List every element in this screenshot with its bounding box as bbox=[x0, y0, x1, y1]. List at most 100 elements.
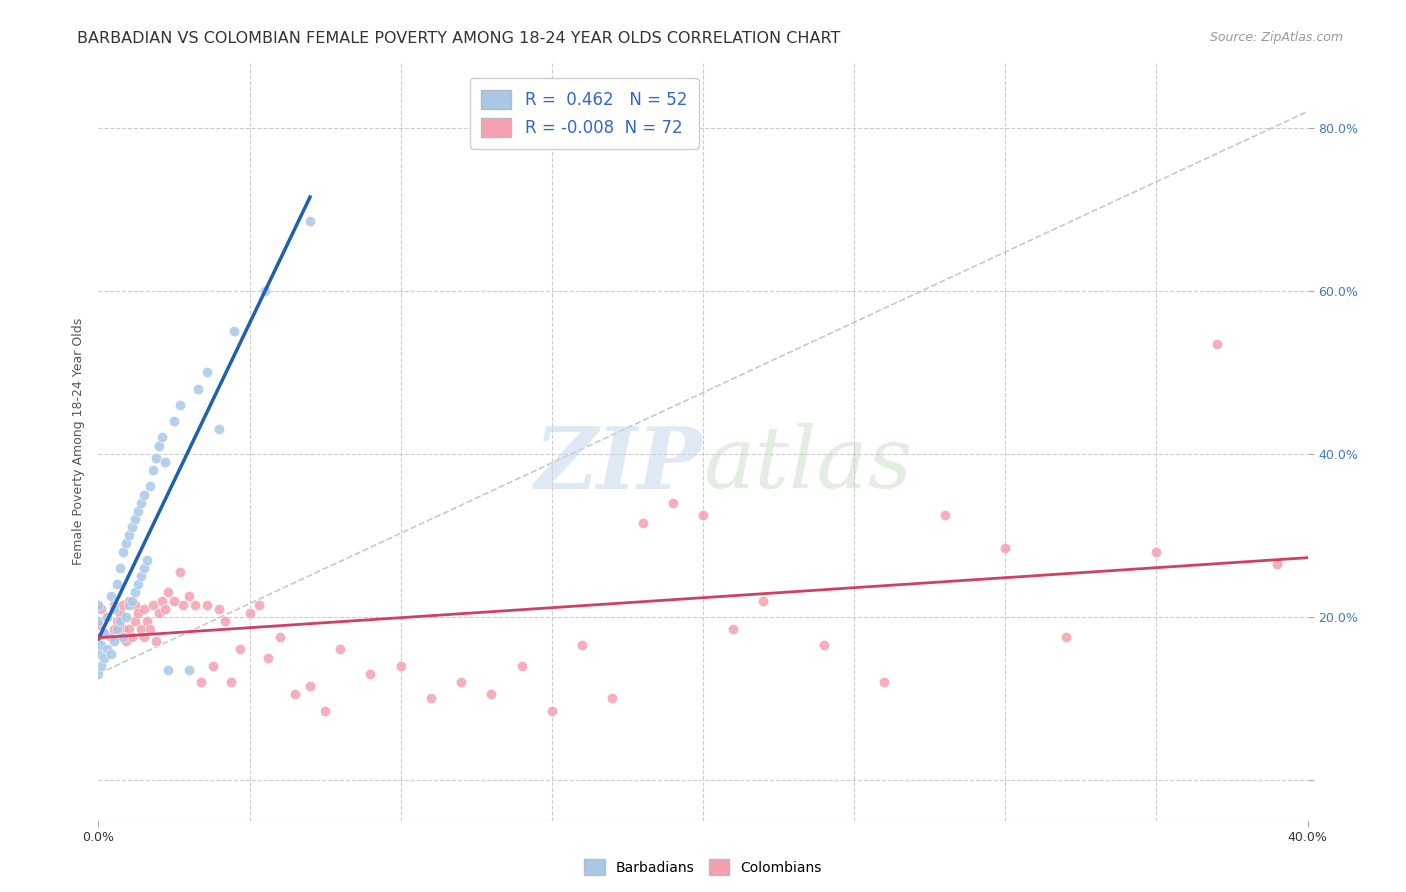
Point bbox=[118, 598, 141, 612]
Point bbox=[253, 284, 276, 298]
Point bbox=[179, 590, 201, 604]
Point bbox=[163, 593, 186, 607]
Point bbox=[87, 598, 110, 612]
Point bbox=[139, 479, 162, 493]
Point bbox=[108, 561, 131, 575]
Point bbox=[269, 630, 291, 644]
Point bbox=[124, 585, 146, 599]
Point bbox=[127, 577, 149, 591]
Point bbox=[299, 679, 322, 693]
Point bbox=[389, 658, 412, 673]
Point bbox=[661, 496, 683, 510]
Point bbox=[156, 663, 179, 677]
Point bbox=[87, 630, 110, 644]
Point bbox=[187, 382, 209, 396]
Point bbox=[145, 450, 167, 465]
Point bbox=[132, 561, 155, 575]
Point bbox=[111, 630, 134, 644]
Point bbox=[135, 614, 157, 628]
Point bbox=[87, 666, 110, 681]
Point bbox=[692, 508, 714, 522]
Text: atlas: atlas bbox=[703, 423, 912, 506]
Point bbox=[420, 691, 443, 706]
Point bbox=[540, 704, 562, 718]
Point bbox=[103, 601, 125, 615]
Point bbox=[121, 593, 143, 607]
Point bbox=[1267, 557, 1289, 571]
Point bbox=[873, 675, 896, 690]
Point bbox=[100, 590, 122, 604]
Point bbox=[118, 622, 141, 636]
Point bbox=[148, 606, 170, 620]
Point bbox=[111, 544, 134, 558]
Point bbox=[121, 630, 143, 644]
Point bbox=[135, 553, 157, 567]
Point bbox=[153, 601, 176, 615]
Text: ZIP: ZIP bbox=[536, 423, 703, 506]
Point bbox=[284, 687, 307, 701]
Point bbox=[156, 585, 179, 599]
Point bbox=[169, 398, 191, 412]
Point bbox=[602, 691, 624, 706]
Point bbox=[114, 610, 136, 624]
Point bbox=[224, 325, 246, 339]
Point bbox=[132, 487, 155, 501]
Point bbox=[139, 622, 162, 636]
Point bbox=[179, 663, 201, 677]
Point bbox=[118, 593, 141, 607]
Point bbox=[93, 650, 115, 665]
Point bbox=[121, 520, 143, 534]
Point bbox=[150, 593, 173, 607]
Point bbox=[934, 508, 956, 522]
Point bbox=[450, 675, 472, 690]
Point bbox=[221, 675, 243, 690]
Point bbox=[1206, 336, 1229, 351]
Point bbox=[1054, 630, 1077, 644]
Point bbox=[142, 463, 165, 477]
Point bbox=[150, 430, 173, 444]
Point bbox=[299, 214, 322, 228]
Point bbox=[132, 601, 155, 615]
Point bbox=[111, 598, 134, 612]
Point bbox=[105, 622, 128, 636]
Point bbox=[481, 687, 503, 701]
Point bbox=[100, 647, 122, 661]
Point bbox=[103, 634, 125, 648]
Text: BARBADIAN VS COLOMBIAN FEMALE POVERTY AMONG 18-24 YEAR OLDS CORRELATION CHART: BARBADIAN VS COLOMBIAN FEMALE POVERTY AM… bbox=[77, 31, 841, 46]
Point bbox=[202, 658, 225, 673]
Point bbox=[169, 565, 191, 579]
Point bbox=[87, 618, 110, 632]
Point bbox=[90, 601, 112, 615]
Point bbox=[153, 455, 176, 469]
Point bbox=[96, 642, 118, 657]
Point bbox=[229, 642, 252, 657]
Point bbox=[93, 626, 115, 640]
Point bbox=[129, 496, 152, 510]
Point bbox=[127, 504, 149, 518]
Point bbox=[631, 516, 654, 530]
Point bbox=[172, 598, 194, 612]
Point bbox=[124, 614, 146, 628]
Point bbox=[96, 610, 118, 624]
Point bbox=[87, 614, 110, 628]
Point bbox=[103, 622, 125, 636]
Point bbox=[256, 650, 278, 665]
Point bbox=[195, 365, 218, 379]
Point bbox=[571, 638, 593, 652]
Point bbox=[510, 658, 533, 673]
Point bbox=[127, 606, 149, 620]
Point bbox=[813, 638, 835, 652]
Point bbox=[208, 601, 231, 615]
Point bbox=[132, 630, 155, 644]
Point bbox=[108, 614, 131, 628]
Point bbox=[239, 606, 262, 620]
Point bbox=[124, 598, 146, 612]
Point bbox=[118, 528, 141, 542]
Point bbox=[108, 630, 131, 644]
Point bbox=[93, 626, 115, 640]
Point bbox=[190, 675, 212, 690]
Point bbox=[247, 598, 270, 612]
Point bbox=[148, 439, 170, 453]
Point bbox=[129, 569, 152, 583]
Point bbox=[114, 536, 136, 550]
